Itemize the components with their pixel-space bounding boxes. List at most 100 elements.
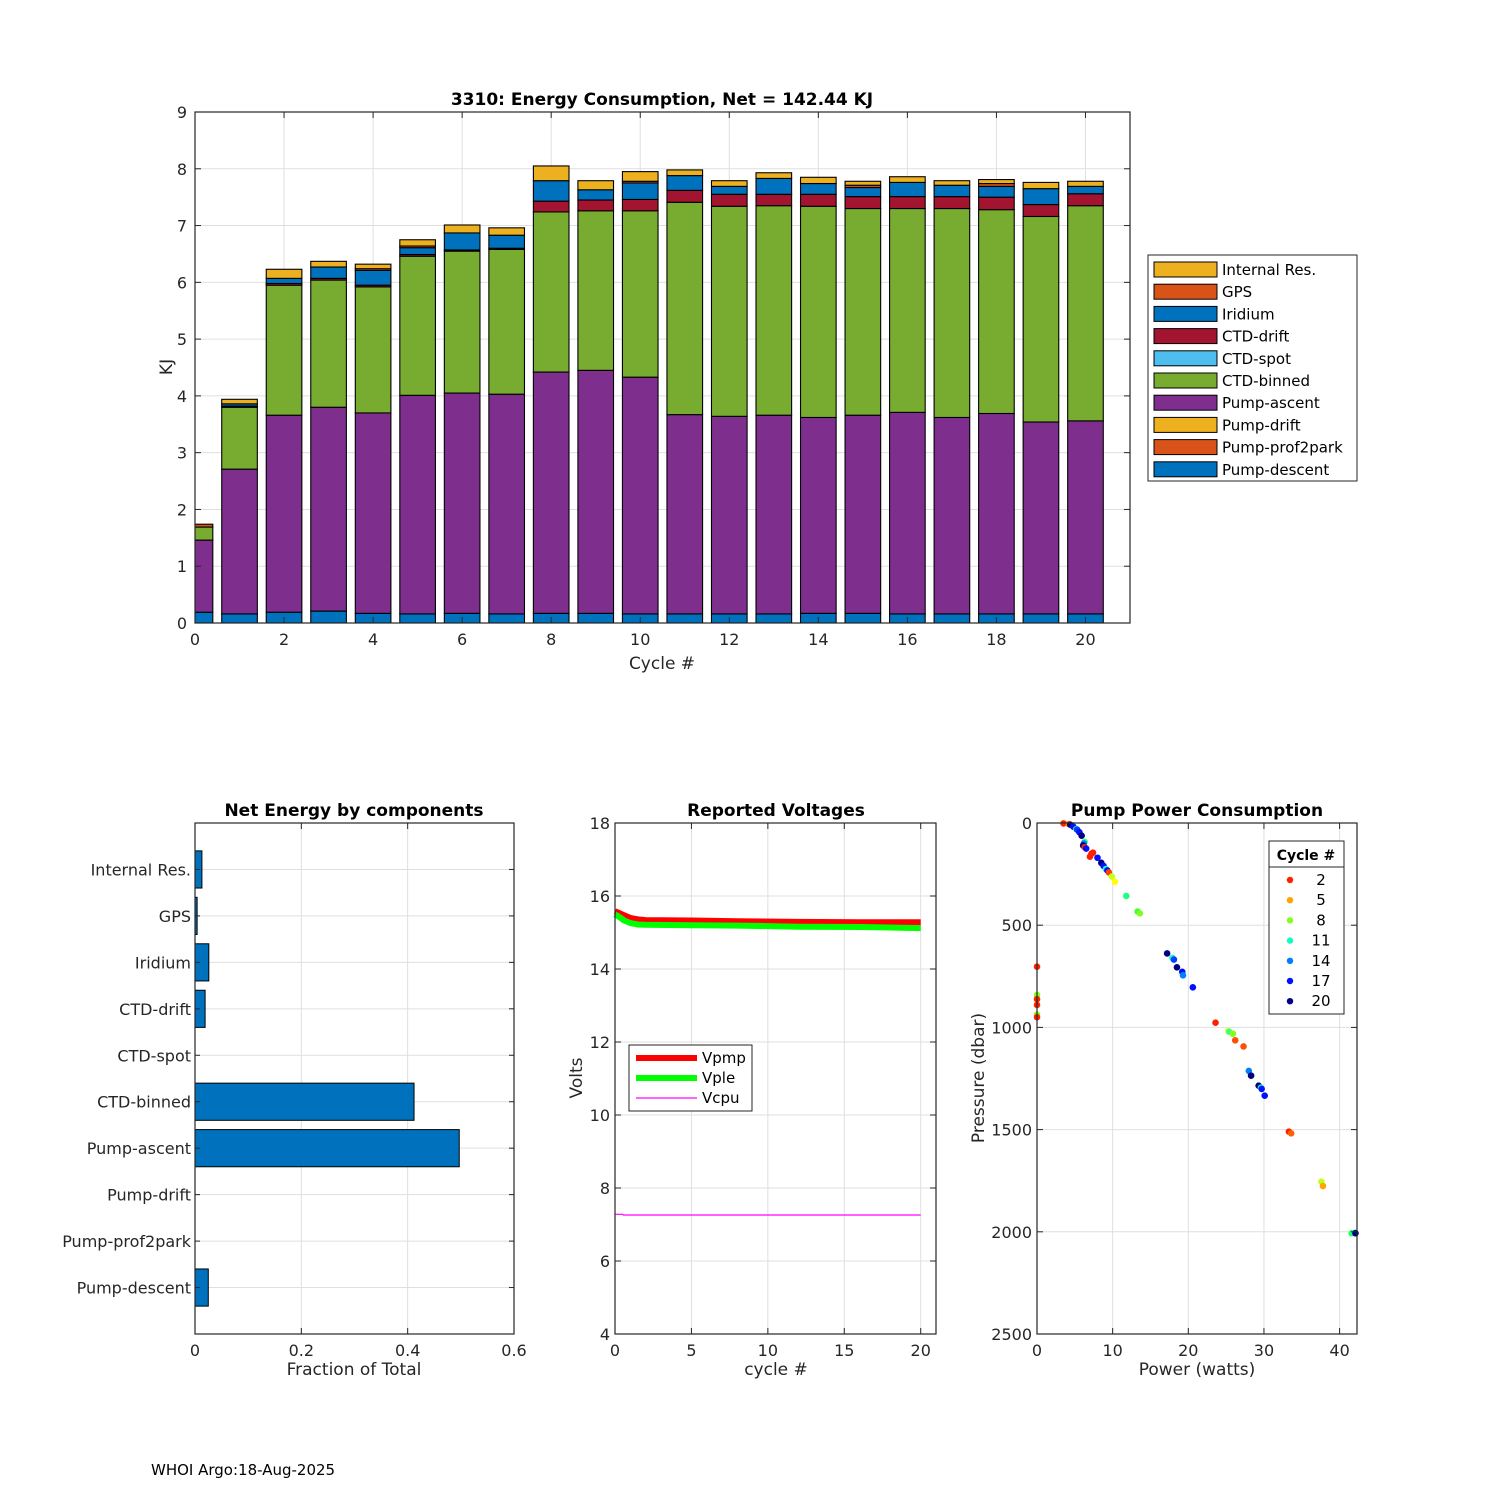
pump-y-tick-label: 1500 (991, 1121, 1032, 1140)
voltages-y-tick-label: 12 (590, 1033, 610, 1052)
energy-bar-segment-ctd-drift (532, 200, 570, 213)
energy-y-tick-label: 8 (177, 160, 187, 179)
pump-x-tick-label: 30 (1254, 1341, 1274, 1360)
pump-ticks: 0 10 20 30 40 0 500 1000 1500 2000 2500 (991, 814, 1357, 1360)
components-bars (194, 850, 460, 1307)
pump-data-point (1170, 956, 1178, 963)
energy-x-tick-label: 10 (630, 630, 650, 649)
pump-legend-label: 11 (1311, 932, 1330, 950)
energy-x-tick-label: 6 (457, 630, 467, 649)
energy-axes-box (194, 111, 1131, 624)
energy-bar-segment-internal-res- (1022, 181, 1060, 190)
energy-bar-segment-internal-res- (1067, 180, 1104, 187)
components-y-tick-label: Pump-ascent (87, 1139, 191, 1158)
energy-bar-segment-ctd-binned (488, 248, 526, 395)
energy-x-tick-label: 16 (897, 630, 917, 649)
energy-legend-swatch (1153, 439, 1218, 456)
components-bar (194, 1129, 460, 1168)
voltages-chart-title: Reported Voltages (687, 801, 865, 821)
energy-bar-segment-pump-descent (755, 613, 793, 623)
pump-x-tick-label: 40 (1329, 1341, 1349, 1360)
energy-y-tick-label: 9 (177, 103, 187, 122)
energy-bar-segment-pump-ascent (443, 392, 481, 614)
pump-x-tick-label: 20 (1178, 1341, 1198, 1360)
pump-legend-label: 5 (1316, 891, 1326, 909)
energy-bar-segment-ctd-drift (666, 189, 704, 203)
energy-bar-segment-pump-descent (1022, 613, 1060, 623)
energy-bar-segment-iridium (488, 234, 526, 249)
energy-bar-segment-iridium (443, 232, 481, 251)
components-y-tick-label: Iridium (135, 953, 191, 972)
energy-bar-segment-pump-descent (310, 610, 347, 623)
energy-bar-segment-pump-ascent (889, 411, 926, 615)
components-y-tick-label: CTD-spot (117, 1046, 191, 1065)
pump-data-point (1287, 1129, 1295, 1137)
pump-data-point (1163, 950, 1171, 957)
energy-bar-segment-ctd-drift (978, 196, 1015, 211)
energy-bar-segment-iridium (354, 269, 392, 286)
energy-x-tick-label: 0 (190, 630, 200, 649)
energy-bar-segment-ctd-binned (621, 210, 659, 378)
energy-y-tick-label: 4 (177, 387, 187, 406)
energy-legend-swatch (1153, 350, 1218, 367)
energy-legend-swatch (1153, 416, 1218, 433)
energy-legend: Internal Res. GPS Iridium CTD-drift CTD-spot… (1147, 254, 1358, 482)
energy-bar-segment-internal-res- (399, 239, 436, 247)
energy-bar-segment-ctd-binned (265, 284, 303, 416)
energy-bar-segment-ctd-drift (933, 196, 971, 210)
pump-data-point (1089, 849, 1097, 856)
energy-legend-label: Pump-prof2park (1222, 439, 1343, 457)
energy-legend-swatch (1153, 394, 1218, 411)
energy-legend-label: Pump-descent (1222, 461, 1329, 479)
energy-y-tick-label: 1 (177, 557, 187, 576)
voltages-legend-label: Vpmp (702, 1049, 746, 1067)
energy-x-tick-label: 14 (808, 630, 828, 649)
voltage-line-vpmp (613, 908, 921, 926)
pump-legend-label: 20 (1311, 992, 1330, 1010)
components-axes-box (194, 822, 515, 1335)
pump-data-point (1082, 845, 1090, 852)
energy-bar-segment-ctd-binned (443, 250, 481, 394)
energy-bar-segment-internal-res- (844, 180, 882, 186)
energy-bar-segment-ctd-drift (1022, 203, 1060, 218)
voltages-lines (613, 908, 921, 1216)
energy-bar-segment-iridium (933, 184, 971, 198)
voltages-x-tick-label: 20 (911, 1341, 931, 1360)
voltages-legend-label: Vcpu (702, 1089, 740, 1107)
pump-legend-marker (1286, 977, 1294, 985)
components-x-axis-label: Fraction of Total (287, 1360, 422, 1380)
energy-bar-segment-ctd-drift (889, 196, 926, 210)
components-x-tick-label: 0.4 (395, 1341, 420, 1360)
components-y-tick-label: Pump-descent (77, 1279, 191, 1298)
voltages-x-axis-label: cycle # (744, 1360, 808, 1380)
energy-bar-segment-ctd-binned (799, 205, 837, 419)
energy-bar-segment-pump-ascent (1067, 420, 1104, 615)
energy-bar-segment-iridium (844, 186, 882, 198)
voltage-line-vple (613, 911, 921, 932)
components-y-tick-label: Pump-drift (107, 1186, 191, 1205)
pump-legend-marker (1286, 957, 1294, 964)
energy-legend-swatch (1153, 328, 1218, 345)
energy-bar-segment-pump-ascent (666, 414, 704, 615)
energy-legend-swatch (1153, 283, 1218, 300)
energy-bar-segment-ctd-binned (755, 205, 793, 416)
pump-x-tick-label: 10 (1102, 1341, 1122, 1360)
energy-bar-segment-pump-ascent (755, 414, 793, 615)
energy-bar-segment-pump-ascent (799, 416, 837, 614)
pump-data-point (1111, 878, 1119, 885)
pump-power-chart: 0 10 20 30 40 0 500 1000 1500 2000 2500 Pump Power… (969, 801, 1359, 1380)
energy-bar-segment-ctd-drift (844, 196, 882, 210)
energy-bar-segment-pump-ascent (310, 406, 347, 612)
pump-legend-marker (1286, 897, 1294, 904)
energy-bar-segment-ctd-binned (195, 526, 214, 541)
pump-data-point (1231, 1036, 1239, 1044)
energy-bar-segment-ctd-binned (844, 207, 882, 416)
energy-bar-segment-iridium (978, 185, 1015, 198)
voltages-axes-box (614, 822, 937, 1335)
components-y-tick-label: GPS (159, 907, 191, 926)
energy-bar-segment-internal-res- (354, 263, 392, 270)
energy-legend-swatch (1153, 261, 1218, 278)
energy-bar-segment-internal-res- (443, 224, 481, 234)
energy-bar-segment-pump-ascent (577, 369, 615, 614)
